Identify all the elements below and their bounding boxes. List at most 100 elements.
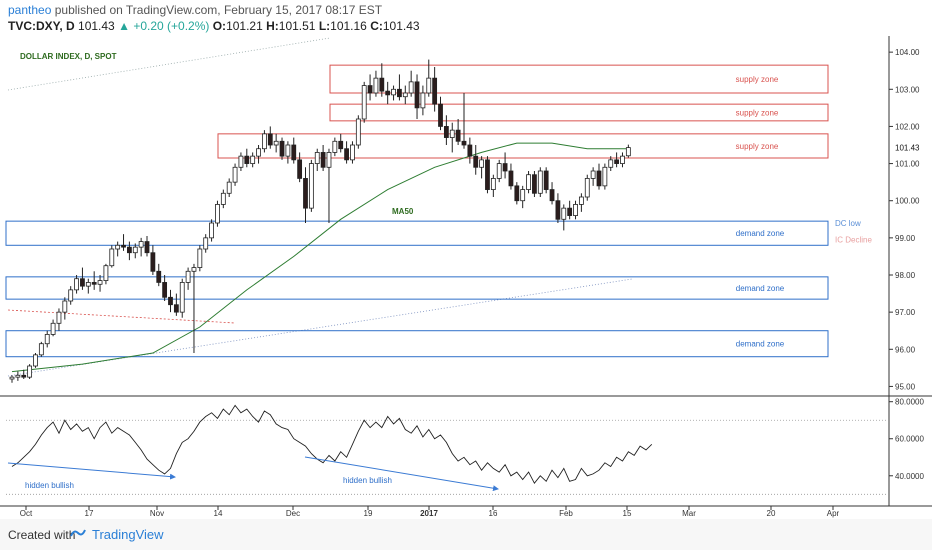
candle-body <box>97 280 103 285</box>
candle-body <box>596 170 602 187</box>
candle-body <box>543 170 549 190</box>
candle-body <box>144 241 150 254</box>
candle-body <box>438 103 443 127</box>
price-change: +0.20 (+0.2%) <box>133 19 210 33</box>
candle <box>338 133 344 153</box>
candle <box>596 163 602 190</box>
candle <box>614 152 620 168</box>
candle-body <box>215 204 220 224</box>
candle <box>238 152 244 171</box>
candle <box>625 144 631 158</box>
candle-body <box>56 311 62 324</box>
oscillator-line <box>11 404 653 485</box>
close-label: C: <box>370 19 383 33</box>
annotation-1: DC low <box>835 219 861 228</box>
candle <box>561 204 567 231</box>
candle <box>549 182 555 205</box>
candle <box>344 141 349 164</box>
candle-body <box>496 163 502 179</box>
candle-body <box>91 282 97 285</box>
candle <box>326 148 332 223</box>
candle <box>578 193 584 212</box>
candle-body <box>197 248 203 268</box>
candle <box>379 63 385 97</box>
candle-body <box>68 289 74 302</box>
candle <box>573 200 578 220</box>
symbol-line: TVC:DXY, D 101.43 ▲ +0.20 (+0.2%) O:101.… <box>8 19 420 33</box>
candle <box>273 133 279 153</box>
candle <box>203 234 209 253</box>
upper-trendline <box>7 37 331 91</box>
candle <box>267 126 273 149</box>
price-tick-label: 103.00 <box>895 85 920 94</box>
publish-line: pantheo published on TradingView.com, Fe… <box>8 3 382 17</box>
candle-body <box>385 90 391 96</box>
low-label: L: <box>318 19 331 33</box>
candle-body <box>209 222 214 239</box>
time-tick-label: 15 <box>623 509 632 518</box>
divergence-arrow-1 <box>7 462 176 480</box>
supply-zone-2 <box>329 103 829 122</box>
demand-zone-3 <box>5 330 829 358</box>
candle-body <box>285 144 291 157</box>
last-price: 101.43 <box>78 19 115 33</box>
candle <box>162 275 168 301</box>
candle-body <box>344 148 349 161</box>
candle <box>209 219 214 242</box>
candle-body <box>103 265 109 281</box>
candle-body <box>532 174 537 194</box>
candle <box>332 137 338 157</box>
candle <box>56 308 62 331</box>
candle <box>197 245 203 272</box>
author-link[interactable]: pantheo <box>8 3 52 17</box>
high-label: H: <box>266 19 279 33</box>
candle-body <box>320 152 326 168</box>
candle-body <box>602 166 608 187</box>
candle-body <box>361 85 367 120</box>
candle-body <box>625 147 631 157</box>
candle <box>9 375 15 383</box>
candle <box>543 167 549 194</box>
candle <box>461 93 467 149</box>
candle <box>291 137 297 164</box>
low-value: 101.16 <box>330 19 367 33</box>
candle <box>21 369 27 379</box>
candle-body <box>168 296 173 306</box>
tradingview-brand-link[interactable]: TradingView <box>92 527 164 542</box>
candle-body <box>308 163 314 209</box>
time-tick-label: 2017 <box>420 509 438 518</box>
candle <box>526 171 531 194</box>
candle-body <box>27 365 33 378</box>
candle-body <box>185 270 191 283</box>
candle <box>15 371 21 381</box>
candle <box>97 275 103 292</box>
candle-body <box>332 140 338 153</box>
candle-body <box>132 246 138 254</box>
candle-body <box>279 140 285 157</box>
candle <box>520 185 526 209</box>
dxy-chart[interactable]: supply zone supply zone supply zone demand … <box>0 36 932 519</box>
price-pane: supply zone supply zone supply zone demand … <box>0 36 932 506</box>
candle-body <box>578 196 584 205</box>
time-tick-label: 20 <box>767 509 776 518</box>
candle-body <box>85 282 91 287</box>
candle-body <box>297 159 303 179</box>
candle-body <box>590 170 596 179</box>
supply-zone-3 <box>217 133 829 159</box>
candle-body <box>402 92 408 98</box>
candle <box>584 174 590 201</box>
footer-bar: Created with TradingView <box>0 519 932 550</box>
divergence-label-2: hidden bullish <box>343 476 392 485</box>
time-tick-label: Dec <box>286 509 300 518</box>
candle <box>38 341 44 357</box>
candle <box>537 167 543 197</box>
time-tick-label: 14 <box>214 509 223 518</box>
tradingview-logo-icon <box>70 529 86 537</box>
candle-body <box>455 129 461 142</box>
candle <box>121 234 126 251</box>
candle-body <box>573 204 578 216</box>
candle <box>297 152 303 183</box>
price-tick-label: 96.00 <box>895 345 916 354</box>
candle-body <box>397 88 402 98</box>
candle <box>138 237 144 257</box>
